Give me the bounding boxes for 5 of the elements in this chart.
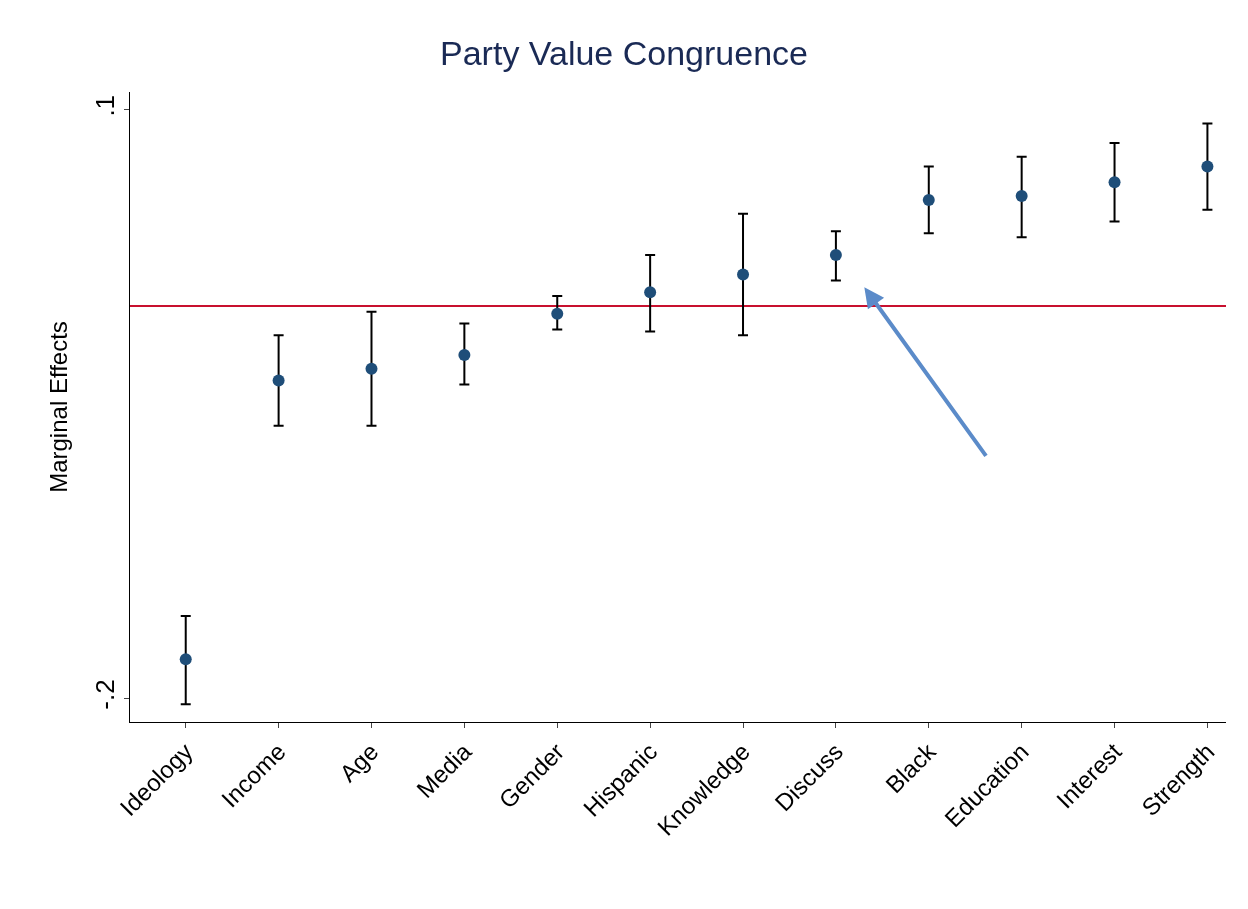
y-tick-label: -.2 bbox=[89, 679, 120, 710]
y-axis-title: Marginal Effects bbox=[44, 321, 72, 493]
chart-title: Party Value Congruence bbox=[440, 33, 808, 72]
x-tick-label: Age bbox=[334, 737, 384, 788]
y-tick-label: .1 bbox=[89, 94, 120, 117]
